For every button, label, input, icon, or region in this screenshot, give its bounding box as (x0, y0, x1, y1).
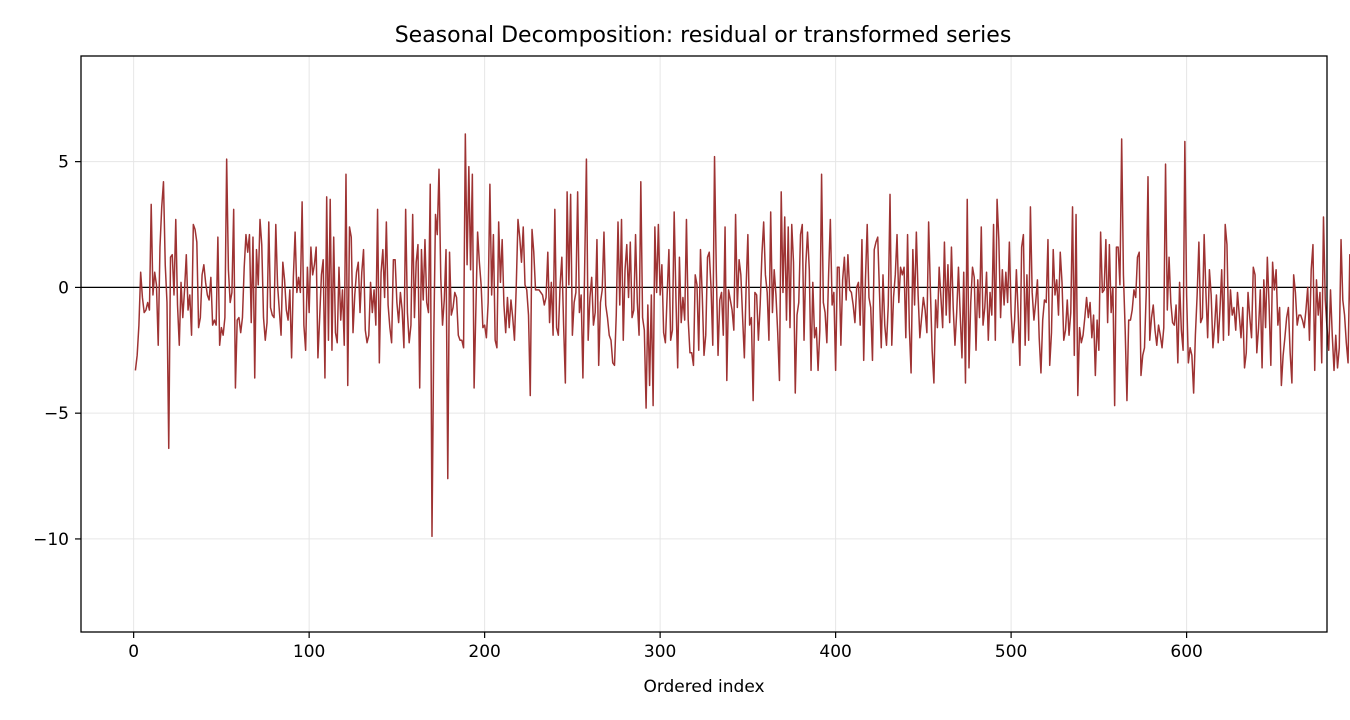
x-tick-label: 200 (468, 642, 500, 662)
y-axis-ticks: −10 −5 0 5 (33, 153, 81, 550)
x-tick-label: 300 (644, 642, 676, 662)
plot-frame (80, 55, 1328, 633)
x-tick-label: 500 (995, 642, 1027, 662)
y-tick-label: −10 (33, 530, 69, 550)
y-tick-label: 0 (58, 278, 69, 298)
x-axis-label: Ordered index (643, 677, 764, 697)
x-tick-label: 0 (128, 642, 139, 662)
x-tick-label: 100 (293, 642, 325, 662)
series-line (134, 133, 1350, 538)
x-axis-ticks: 0 100 200 300 400 500 600 (128, 632, 1203, 662)
y-tick-label: 5 (58, 153, 69, 173)
chart-title: Seasonal Decomposition: residual or tran… (395, 23, 1012, 48)
x-tick-label: 400 (819, 642, 851, 662)
series-group (134, 133, 1350, 538)
y-tick-label: −5 (44, 404, 69, 424)
x-tick-label: 600 (1170, 642, 1202, 662)
